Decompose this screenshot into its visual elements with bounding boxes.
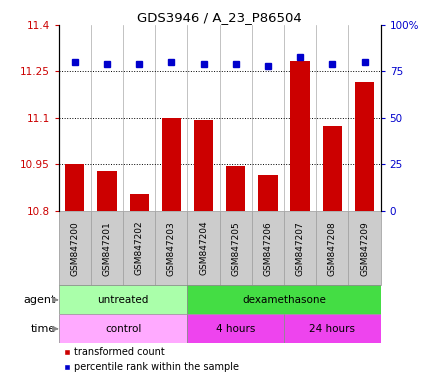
Text: GSM847203: GSM847203: [167, 221, 175, 276]
Bar: [258, 175, 277, 211]
Legend: transformed count, percentile rank within the sample: transformed count, percentile rank withi…: [59, 343, 243, 376]
Text: agent: agent: [23, 295, 56, 305]
Bar: [123, 211, 155, 285]
Title: GDS3946 / A_23_P86504: GDS3946 / A_23_P86504: [137, 11, 301, 24]
Bar: [59, 211, 91, 285]
Text: untreated: untreated: [97, 295, 148, 305]
Text: 4 hours: 4 hours: [216, 324, 255, 334]
Bar: [187, 314, 283, 343]
Text: time: time: [30, 324, 56, 334]
Bar: [187, 285, 380, 314]
Text: 24 hours: 24 hours: [309, 324, 355, 334]
Text: dexamethasone: dexamethasone: [242, 295, 325, 305]
Text: GSM847206: GSM847206: [263, 221, 272, 276]
Bar: [283, 211, 316, 285]
Text: GSM847208: GSM847208: [327, 221, 336, 276]
Bar: [129, 194, 148, 211]
Bar: [322, 126, 341, 211]
Text: GSM847205: GSM847205: [231, 221, 240, 276]
Text: GSM847209: GSM847209: [359, 221, 368, 276]
Bar: [348, 211, 380, 285]
Bar: [316, 211, 348, 285]
Bar: [283, 314, 380, 343]
Text: GSM847200: GSM847200: [70, 221, 79, 276]
Text: GSM847202: GSM847202: [135, 221, 143, 275]
Bar: [155, 211, 187, 285]
Bar: [161, 118, 181, 211]
Bar: [91, 211, 123, 285]
Bar: [354, 82, 373, 211]
Text: GSM847207: GSM847207: [295, 221, 304, 276]
Bar: [194, 119, 213, 211]
Bar: [59, 285, 187, 314]
Bar: [290, 61, 309, 211]
Text: GSM847204: GSM847204: [199, 221, 207, 275]
Text: GSM847201: GSM847201: [102, 221, 111, 276]
Bar: [219, 211, 251, 285]
Bar: [187, 211, 219, 285]
Bar: [251, 211, 283, 285]
Bar: [226, 166, 245, 211]
Bar: [59, 314, 187, 343]
Bar: [65, 164, 84, 211]
Bar: [97, 170, 116, 211]
Text: control: control: [105, 324, 141, 334]
